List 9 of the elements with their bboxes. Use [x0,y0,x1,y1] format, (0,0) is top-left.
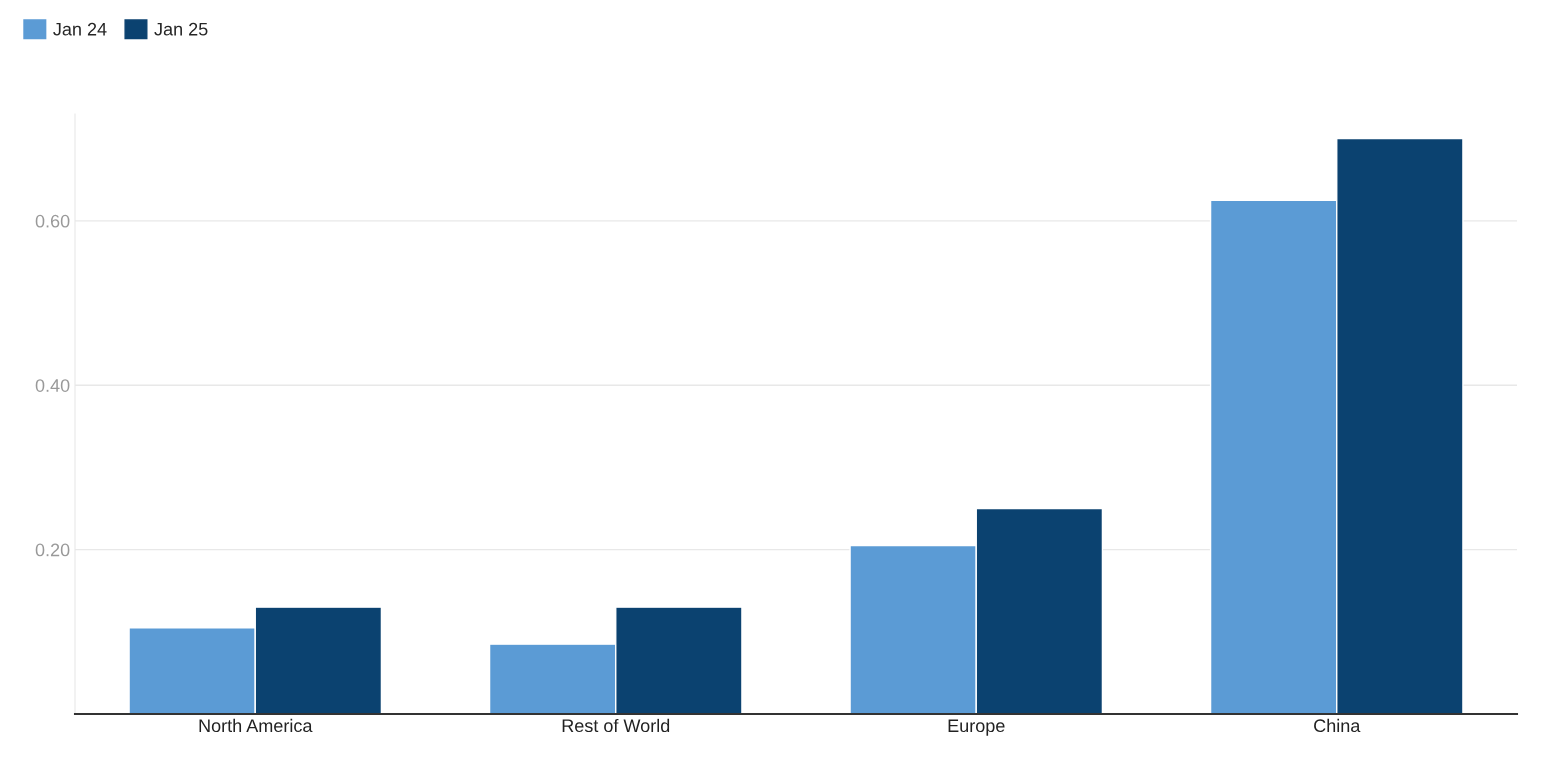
y-tick-label: 0.60 [35,214,70,228]
legend-label: Jan 25 [154,22,208,36]
y-tick-label: 0.20 [35,543,70,557]
x-tick-label: China [1314,718,1361,733]
x-tick-label: Europe [948,719,1005,736]
y-tick-label: 0.40 [35,379,70,392]
legend-label: Jan 24 [53,22,107,36]
x-tick-label: North America [199,718,313,733]
x-tick-label: Rest of World [562,718,670,733]
